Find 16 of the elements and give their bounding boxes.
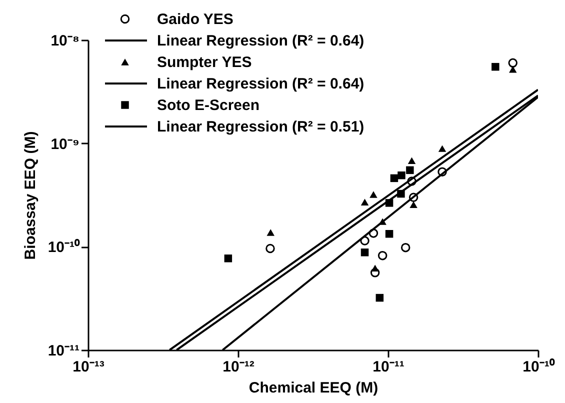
x-axis-title: Chemical EEQ (M) — [248, 380, 378, 396]
y-tick-label: 10⁻¹¹ — [48, 342, 80, 360]
legend-label: Linear Regression (R² = 0.64) — [157, 76, 364, 92]
x-tick-label: 10⁻¹⁰ — [522, 358, 556, 376]
y-tick-label: 10⁻¹⁰ — [48, 238, 80, 256]
legend-label: Gaido YES — [157, 11, 234, 28]
y-tick-label: 10⁻⁹ — [50, 136, 80, 153]
x-tick-label: 10⁻¹¹ — [372, 358, 404, 376]
legend-label: Linear Regression (R² = 0.64) — [157, 32, 364, 50]
x-tick-label: 10⁻¹³ — [72, 358, 104, 376]
y-axis-title: Bioassay EEQ (M) — [22, 131, 39, 260]
y-tick-label: 10⁻⁸ — [50, 32, 80, 50]
legend-label: Linear Regression (R² = 0.51) — [157, 118, 364, 136]
x-tick-label: 10⁻¹² — [222, 358, 254, 376]
legend-label: Sumpter YES — [157, 54, 252, 71]
legend-label: Soto E-Screen — [157, 97, 260, 114]
